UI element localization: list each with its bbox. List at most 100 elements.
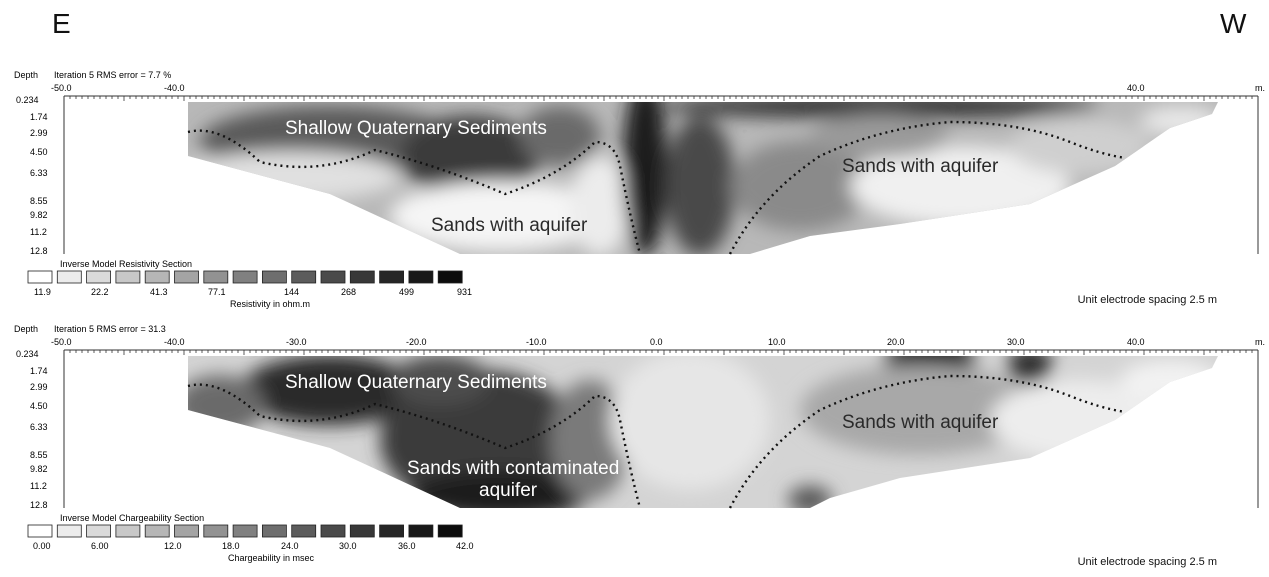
annotation-sands-aquifer-right: Sands with aquifer bbox=[842, 412, 999, 433]
legend-swatch bbox=[408, 524, 434, 538]
x-tick-label: 40.0 bbox=[1127, 337, 1145, 347]
electrode-spacing-label: Unit electrode spacing 2.5 m bbox=[1077, 556, 1217, 568]
legend-value: 42.0 bbox=[456, 541, 474, 551]
x-axis-ticks bbox=[63, 350, 1259, 355]
legend-swatch bbox=[86, 524, 111, 538]
legend-value: 36.0 bbox=[398, 541, 416, 551]
legend-swatch bbox=[27, 270, 53, 284]
annotation-sands-aquifer-left: Sands with aquifer bbox=[431, 215, 588, 236]
x-tick-label: -40.0 bbox=[164, 83, 185, 93]
depth-tick-label: 11.2 bbox=[30, 227, 47, 237]
depth-tick-label: 6.33 bbox=[30, 168, 48, 178]
legend-swatch bbox=[203, 524, 229, 538]
iteration-label: Iteration 5 RMS error = 31.3 bbox=[54, 324, 166, 334]
x-tick-label: 10.0 bbox=[768, 337, 786, 347]
depth-tick-label: 11.2 bbox=[30, 481, 47, 491]
legend-value: 499 bbox=[399, 287, 414, 297]
legend-value: 18.0 bbox=[222, 541, 240, 551]
depth-axis-title: Depth bbox=[14, 70, 38, 80]
x-tick-label: -40.0 bbox=[164, 337, 185, 347]
depth-tick-label: 4.50 bbox=[30, 147, 48, 157]
x-tick-label: 40.0 bbox=[1127, 83, 1145, 93]
chargeability-section-panel: Depth Iteration 5 RMS error = 31.3 -50.0… bbox=[0, 320, 1269, 572]
chargeability-contour-section bbox=[188, 356, 1218, 508]
x-tick-label: 0.0 bbox=[650, 337, 663, 347]
annotation-sands-aquifer-right: Sands with aquifer bbox=[842, 156, 999, 177]
legend-swatch bbox=[86, 270, 111, 284]
legend-swatch bbox=[291, 524, 317, 538]
depth-axis-title: Depth bbox=[14, 324, 38, 334]
resistivity-section-panel: Depth Iteration 5 RMS error = 7.7 % -50.… bbox=[0, 66, 1269, 316]
depth-tick-label: 6.33 bbox=[30, 422, 48, 432]
legend-swatch bbox=[56, 270, 82, 284]
legend-swatch bbox=[349, 270, 375, 284]
depth-tick-label: 8.55 bbox=[30, 450, 48, 460]
depth-tick-label: 2.99 bbox=[30, 128, 48, 138]
legend-swatch bbox=[56, 524, 82, 538]
depth-tick-label: 0.234 bbox=[16, 349, 39, 359]
depth-tick-label: 1.74 bbox=[30, 112, 48, 122]
depth-tick-label: 8.55 bbox=[30, 196, 48, 206]
legend-swatch bbox=[349, 524, 375, 538]
legend-unit: Chargeability in msec bbox=[228, 553, 315, 563]
legend-value: 931 bbox=[457, 287, 472, 297]
legend-title: Inverse Model Chargeability Section bbox=[60, 513, 204, 523]
legend-value: 12.0 bbox=[164, 541, 182, 551]
legend-value: 77.1 bbox=[208, 287, 226, 297]
x-tick-label: -20.0 bbox=[406, 337, 427, 347]
legend-value: 41.3 bbox=[150, 287, 168, 297]
legend-value: 22.2 bbox=[91, 287, 109, 297]
legend-swatch bbox=[379, 270, 405, 284]
x-tick-label: 30.0 bbox=[1007, 337, 1025, 347]
legend-swatch bbox=[261, 270, 287, 284]
legend-swatch bbox=[320, 270, 346, 284]
x-tick-label: 20.0 bbox=[887, 337, 905, 347]
chargeability-color-legend bbox=[27, 524, 463, 538]
legend-swatch bbox=[261, 524, 287, 538]
x-axis-unit: m. bbox=[1255, 337, 1265, 347]
legend-swatch bbox=[379, 524, 405, 538]
depth-tick-label: 12.8 bbox=[30, 246, 48, 256]
annotation-contaminated-aquifer: Sands with contaminated bbox=[407, 458, 619, 479]
depth-tick-label: 9.82 bbox=[30, 210, 48, 220]
x-tick-label: -50.0 bbox=[51, 337, 72, 347]
chargeability-section-plot: Depth Iteration 5 RMS error = 31.3 -50.0… bbox=[14, 324, 1265, 563]
legend-title: Inverse Model Resistivity Section bbox=[60, 259, 192, 269]
legend-value: 0.00 bbox=[33, 541, 51, 551]
depth-tick-label: 2.99 bbox=[30, 382, 48, 392]
legend-value: 268 bbox=[341, 287, 356, 297]
legend-swatch bbox=[232, 524, 258, 538]
legend-swatch bbox=[174, 270, 199, 284]
depth-tick-label: 0.234 bbox=[16, 95, 39, 105]
direction-east-label: E bbox=[52, 8, 71, 39]
annotation-contaminated-aquifer: aquifer bbox=[479, 480, 538, 501]
depth-tick-label: 12.8 bbox=[30, 500, 48, 510]
x-axis-ticks bbox=[63, 96, 1259, 101]
annotation-shallow-sediments: Shallow Quaternary Sediments bbox=[285, 372, 547, 393]
legend-value: 144 bbox=[284, 287, 299, 297]
legend-swatch bbox=[27, 524, 53, 538]
depth-tick-label: 1.74 bbox=[30, 366, 48, 376]
legend-swatch bbox=[437, 270, 463, 284]
electrode-spacing-label: Unit electrode spacing 2.5 m bbox=[1077, 294, 1217, 306]
legend-swatch bbox=[291, 270, 317, 284]
legend-value: 6.00 bbox=[91, 541, 109, 551]
legend-swatch bbox=[320, 524, 346, 538]
direction-west-label: W bbox=[1220, 8, 1247, 39]
x-tick-label: -10.0 bbox=[526, 337, 547, 347]
iteration-label: Iteration 5 RMS error = 7.7 % bbox=[54, 70, 171, 80]
legend-swatch bbox=[232, 270, 258, 284]
legend-swatch bbox=[408, 270, 434, 284]
legend-value: 11.9 bbox=[34, 287, 51, 297]
x-tick-label: -30.0 bbox=[286, 337, 307, 347]
x-tick-label: -50.0 bbox=[51, 83, 72, 93]
legend-swatch bbox=[115, 270, 141, 284]
legend-value: 24.0 bbox=[281, 541, 299, 551]
legend-swatch bbox=[144, 270, 170, 284]
legend-swatch bbox=[115, 524, 141, 538]
annotation-shallow-sediments: Shallow Quaternary Sediments bbox=[285, 118, 547, 139]
legend-unit: Resistivity in ohm.m bbox=[230, 299, 310, 309]
depth-tick-label: 4.50 bbox=[30, 401, 48, 411]
resistivity-contour-section bbox=[188, 102, 1218, 254]
resistivity-section-plot: Depth Iteration 5 RMS error = 7.7 % -50.… bbox=[14, 70, 1265, 309]
